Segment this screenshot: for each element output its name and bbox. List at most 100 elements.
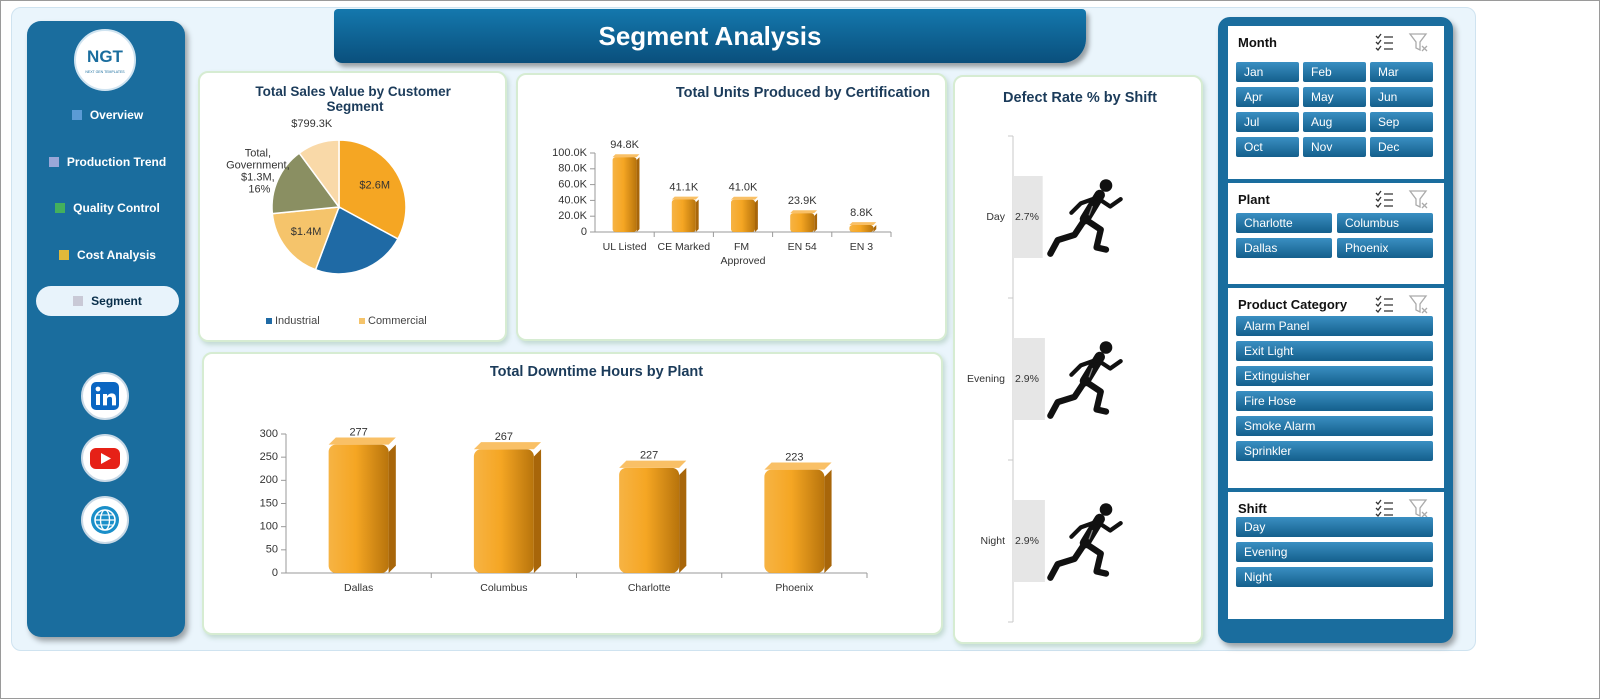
slicer-button[interactable]: Extinguisher	[1236, 366, 1433, 386]
chart-card: Total Units Produced by Certification 0 20…	[516, 73, 947, 341]
slicer-title: Shift	[1238, 501, 1267, 516]
x-tick-label: EN 54	[788, 241, 817, 253]
logo-subtitle: NEXT GEN TEMPLATES	[85, 70, 125, 74]
nav-item[interactable]: Production Trend	[36, 147, 179, 177]
nav-item[interactable]: Overview	[36, 100, 179, 130]
slicer-button[interactable]: Phoenix	[1337, 238, 1433, 258]
y-tick-label: 40.0K	[558, 194, 587, 206]
bar-side	[388, 444, 396, 573]
slicer-button[interactable]: Exit Light	[1236, 341, 1433, 361]
chart: Total Sales Value by Customer Segment $2.…	[226, 84, 455, 327]
y-tick-label: 100.0K	[552, 147, 588, 159]
y-tick-label: 300	[260, 428, 278, 440]
bar	[1013, 176, 1043, 258]
slicer-button[interactable]: Night	[1236, 567, 1433, 587]
bar-side	[636, 157, 640, 232]
slicer-button[interactable]: Jun	[1370, 87, 1433, 107]
slicer-button[interactable]: Mar	[1370, 62, 1433, 82]
bar	[671, 199, 696, 232]
slicer-button[interactable]: May	[1303, 87, 1366, 107]
slicer-button[interactable]: Feb	[1303, 62, 1366, 82]
y-tick-label: 60.0K	[558, 179, 587, 191]
sidebar-graphics: NGT NEXT GEN TEMPLATES	[74, 29, 136, 544]
slicer-icons	[1375, 190, 1428, 209]
pie-slice	[314, 205, 399, 275]
chart-card: Total Downtime Hours by Plant 0 50 100 150 20…	[202, 352, 943, 635]
data-label: 23.9K	[788, 195, 817, 207]
bar	[473, 449, 534, 573]
nav-label: Cost Analysis	[77, 247, 156, 262]
slicer-icons	[1375, 295, 1428, 314]
y-tick-label: 150	[260, 497, 278, 509]
chart: Total Units Produced by Certification 0 20…	[552, 85, 930, 267]
slicer-button[interactable]: Jan	[1236, 62, 1299, 82]
slicer-button[interactable]: Fire Hose	[1236, 391, 1433, 411]
slicer-title: Plant	[1238, 192, 1270, 207]
bar-side	[814, 213, 818, 232]
slicer-button[interactable]: Dallas	[1236, 238, 1332, 258]
legend-label: Industrial	[275, 315, 320, 327]
y-tick-label: Evening	[967, 373, 1005, 385]
pie-slice	[271, 206, 341, 271]
pie-slice	[271, 152, 341, 215]
linkedin-icon[interactable]	[81, 372, 129, 420]
chart-title: Total Downtime Hours by Plant	[490, 364, 703, 380]
slicer-button[interactable]: Jul	[1236, 112, 1299, 132]
y-tick-label: Night	[980, 535, 1005, 547]
data-label: 41.0K	[729, 182, 758, 194]
logo-text: NGT	[87, 47, 124, 66]
youtube-icon[interactable]	[81, 434, 129, 482]
website-icon[interactable]	[81, 496, 129, 544]
bar	[612, 157, 637, 232]
legend-label: Commercial	[368, 315, 427, 327]
slicer-button[interactable]: Charlotte	[1236, 213, 1332, 233]
chart-card: Total Sales Value by Customer Segment $2.…	[198, 71, 507, 342]
slicer-button[interactable]: Oct	[1236, 137, 1299, 157]
slicer-button[interactable]: Day	[1236, 517, 1433, 537]
bar-top	[764, 462, 832, 470]
nav-item[interactable]: Quality Control	[36, 193, 179, 223]
x-tick-label: Dallas	[344, 582, 373, 594]
y-tick-label: Day	[986, 211, 1005, 223]
slicer-button[interactable]: Nov	[1303, 137, 1366, 157]
chart-card: Defect Rate % by Shift Day 2.7% Evening 2.9%…	[953, 75, 1203, 644]
bar	[1013, 500, 1045, 582]
slicer-button[interactable]: Apr	[1236, 87, 1299, 107]
slicer-button[interactable]: Sep	[1370, 112, 1433, 132]
sidebar: NGT NEXT GEN TEMPLATES	[27, 21, 185, 637]
runner-icon	[1047, 341, 1123, 419]
bar-top	[473, 442, 542, 450]
slicer-title: Month	[1238, 35, 1277, 50]
nav-item[interactable]: Cost Analysis	[36, 240, 179, 270]
bar	[619, 467, 680, 573]
logo-circle	[74, 29, 136, 91]
y-tick-label: 20.0K	[558, 210, 587, 222]
slicer-button[interactable]: Aug	[1303, 112, 1366, 132]
nav-label: Segment	[91, 294, 142, 308]
nav-item[interactable]: Segment	[36, 286, 179, 316]
data-label: 94.8K	[610, 139, 639, 151]
data-label: 8.8K	[850, 207, 873, 219]
bar-top	[731, 196, 758, 200]
nav-icon	[48, 156, 59, 167]
slicer-button[interactable]: Evening	[1236, 542, 1433, 562]
bar	[1013, 338, 1045, 420]
bar	[328, 444, 389, 573]
bar-top	[849, 222, 877, 226]
slicer-button[interactable]: Alarm Panel	[1236, 316, 1433, 336]
slicer-button[interactable]: Sprinkler	[1236, 441, 1433, 461]
slicer-icons	[1375, 499, 1428, 518]
slicer-button[interactable]: Smoke Alarm	[1236, 416, 1433, 436]
slicer-button[interactable]: Columbus	[1337, 213, 1433, 233]
data-label: 277	[349, 427, 367, 439]
x-tick-label: CE Marked	[658, 241, 711, 253]
slicer-button[interactable]: Dec	[1370, 137, 1433, 157]
slicer-card: Shift Day Evening Night	[1228, 492, 1444, 619]
x-tick-label: Phoenix	[775, 582, 814, 594]
data-label: 2.9%	[1015, 535, 1039, 547]
x-tick-label: Charlotte	[628, 582, 671, 594]
data-label: 2.7%	[1015, 211, 1039, 223]
page-title: Segment Analysis	[598, 21, 822, 51]
bar-side	[533, 449, 542, 573]
chart: Total Downtime Hours by Plant 0 50 100 150 20…	[260, 364, 868, 594]
